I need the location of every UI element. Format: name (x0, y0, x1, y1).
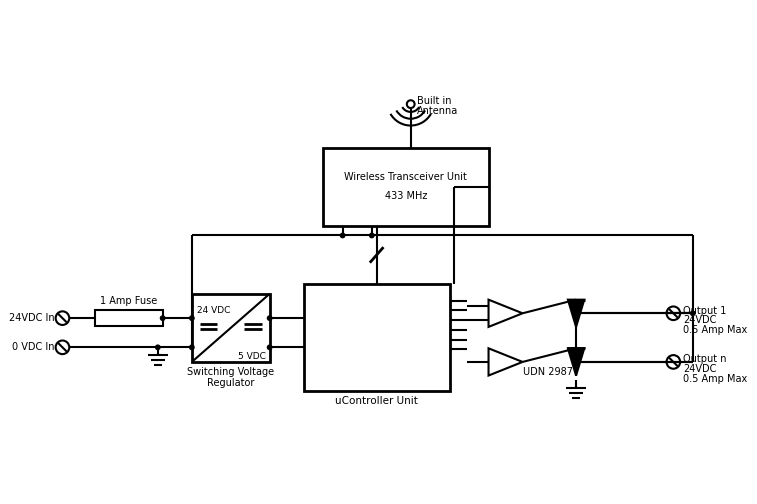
Bar (323, 148, 488, 226)
Circle shape (266, 344, 273, 350)
Text: 24VDC: 24VDC (683, 315, 716, 325)
Text: 24VDC In: 24VDC In (9, 313, 55, 323)
Text: 433 MHz: 433 MHz (385, 191, 427, 201)
Text: UDN 2987: UDN 2987 (522, 367, 572, 377)
Text: Regulator: Regulator (207, 379, 254, 389)
Bar (95, 310, 163, 326)
Polygon shape (568, 300, 584, 327)
Text: Built in: Built in (416, 96, 451, 106)
Text: uController Unit: uController Unit (335, 396, 418, 406)
Text: Switching Voltage: Switching Voltage (187, 367, 274, 377)
Text: 0 VDC In: 0 VDC In (12, 342, 55, 352)
Circle shape (573, 310, 579, 316)
Polygon shape (568, 348, 584, 375)
Text: 1 Amp Fuse: 1 Amp Fuse (100, 296, 157, 306)
Circle shape (573, 359, 579, 365)
Circle shape (266, 315, 273, 321)
Circle shape (160, 315, 166, 321)
Text: Output n: Output n (683, 354, 727, 364)
Bar (192, 294, 269, 362)
Text: 5 VDC: 5 VDC (238, 352, 266, 361)
Text: 24 VDC: 24 VDC (197, 305, 230, 314)
Text: 0.5 Amp Max: 0.5 Amp Max (683, 373, 747, 384)
Circle shape (340, 232, 345, 238)
Bar (304, 284, 450, 391)
Text: 0.5 Amp Max: 0.5 Amp Max (683, 325, 747, 335)
Circle shape (369, 232, 375, 238)
Text: Antenna: Antenna (416, 106, 458, 116)
Circle shape (155, 344, 160, 350)
Circle shape (690, 310, 696, 316)
Text: Wireless Transceiver Unit: Wireless Transceiver Unit (344, 172, 467, 182)
Text: Output 1: Output 1 (683, 305, 727, 316)
Text: 24VDC: 24VDC (683, 364, 716, 374)
Circle shape (189, 344, 195, 350)
Circle shape (189, 315, 195, 321)
